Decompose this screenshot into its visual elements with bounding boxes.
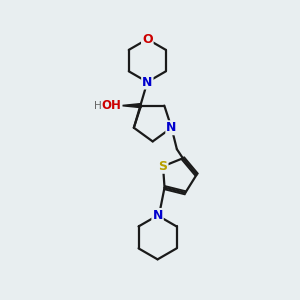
Text: S: S	[158, 160, 167, 173]
Text: O: O	[142, 33, 153, 46]
Polygon shape	[121, 103, 141, 108]
Text: N: N	[166, 121, 177, 134]
Text: N: N	[142, 76, 152, 88]
Text: OH: OH	[102, 99, 122, 112]
Text: H: H	[94, 100, 102, 111]
Text: N: N	[152, 209, 163, 222]
